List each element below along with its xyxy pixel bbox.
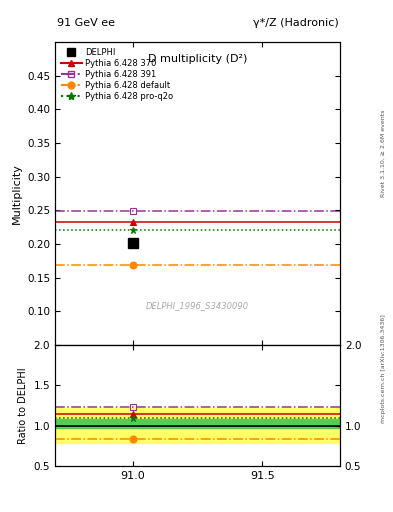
Bar bbox=[55, 408, 340, 443]
Text: γ*/Z (Hadronic): γ*/Z (Hadronic) bbox=[253, 18, 339, 28]
Y-axis label: Multiplicity: Multiplicity bbox=[11, 163, 22, 224]
Text: mcplots.cern.ch [arXiv:1306.3436]: mcplots.cern.ch [arXiv:1306.3436] bbox=[381, 314, 386, 423]
Text: 91 GeV ee: 91 GeV ee bbox=[57, 18, 115, 28]
Text: DELPHI_1996_S3430090: DELPHI_1996_S3430090 bbox=[146, 301, 249, 310]
Y-axis label: Ratio to DELPHI: Ratio to DELPHI bbox=[18, 367, 28, 444]
Bar bbox=[55, 419, 340, 429]
Text: D multiplicity (D²): D multiplicity (D²) bbox=[148, 54, 247, 64]
Legend: DELPHI, Pythia 6.428 370, Pythia 6.428 391, Pythia 6.428 default, Pythia 6.428 p: DELPHI, Pythia 6.428 370, Pythia 6.428 3… bbox=[59, 46, 175, 103]
Text: Rivet 3.1.10, ≥ 2.6M events: Rivet 3.1.10, ≥ 2.6M events bbox=[381, 110, 386, 197]
